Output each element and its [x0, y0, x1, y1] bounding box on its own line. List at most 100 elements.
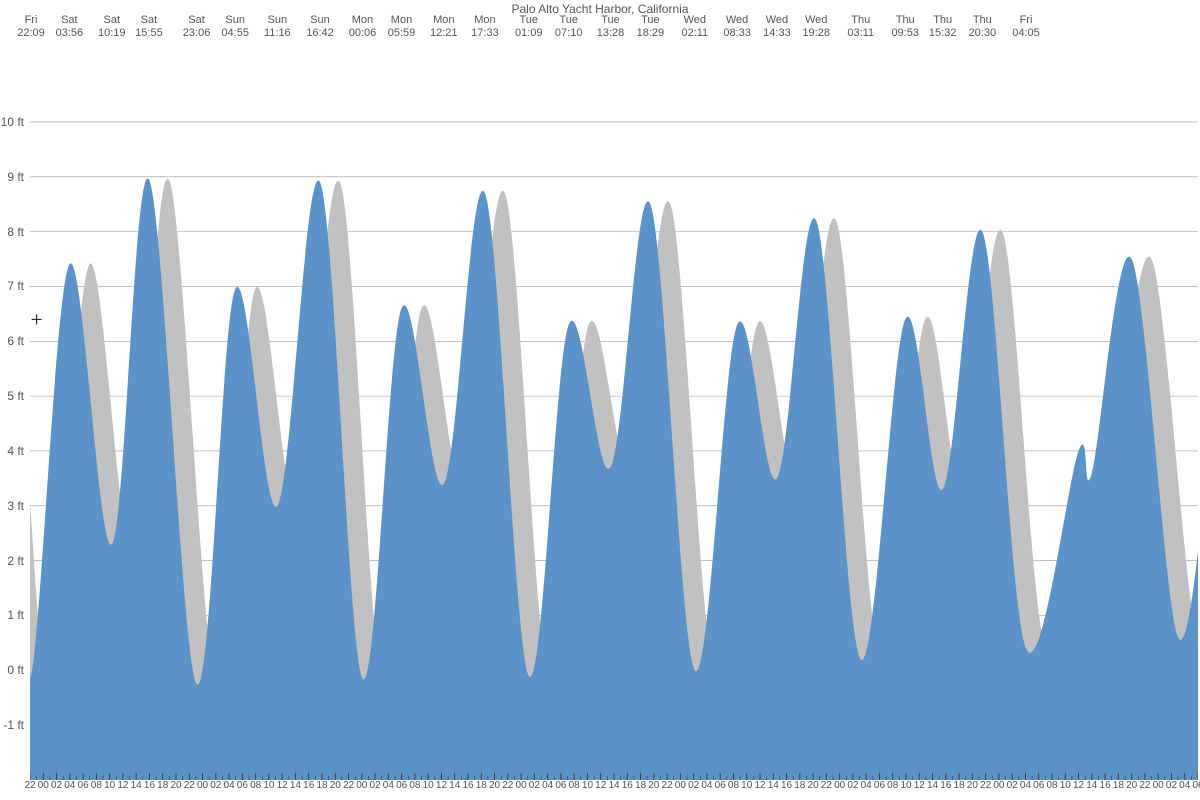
y-tick-label: 2 ft: [7, 554, 24, 568]
x-tick-label: 12: [914, 780, 925, 791]
x-tick-label: 18: [954, 780, 965, 791]
tide-event-label: Tue07:10: [555, 14, 583, 40]
x-tick-label: 18: [635, 780, 646, 791]
x-tick-label: 08: [728, 780, 739, 791]
tide-event-label: Tue13:28: [597, 14, 625, 40]
x-tick-label: 18: [476, 780, 487, 791]
x-tick-label: 14: [290, 780, 301, 791]
x-tick-label: 10: [1060, 780, 1071, 791]
x-tick-label: 04: [383, 780, 394, 791]
tide-event-label: Sat10:19: [98, 14, 126, 40]
x-tick-label: 00: [834, 780, 845, 791]
x-tick-label: 02: [370, 780, 381, 791]
x-tick-label: 18: [1113, 780, 1124, 791]
tide-event-label: Wed19:28: [802, 14, 830, 40]
x-tick-label: 00: [38, 780, 49, 791]
x-tick-label: 00: [675, 780, 686, 791]
x-tick-label: 14: [768, 780, 779, 791]
x-tick-label: 08: [569, 780, 580, 791]
x-tick-label: 18: [157, 780, 168, 791]
x-tick-label: 10: [423, 780, 434, 791]
tide-chart-svg: [30, 100, 1198, 780]
x-tick-label: 08: [887, 780, 898, 791]
tide-event-label: Wed14:33: [763, 14, 791, 40]
x-tick-label: 20: [330, 780, 341, 791]
tide-chart-plot: -1 ft0 ft1 ft2 ft3 ft4 ft5 ft6 ft7 ft8 f…: [30, 100, 1198, 780]
x-tick-label: 00: [993, 780, 1004, 791]
tide-event-label: Mon12:21: [430, 14, 458, 40]
x-tick-label: 12: [754, 780, 765, 791]
x-tick-label: 06: [874, 780, 885, 791]
tide-event-label: Sun16:42: [306, 14, 334, 40]
y-tick-label: 6 ft: [7, 334, 24, 348]
x-tick-label: 08: [1046, 780, 1057, 791]
tide-event-label: Sat03:56: [56, 14, 84, 40]
x-tick-label: 20: [967, 780, 978, 791]
tide-event-label: Thu03:11: [847, 14, 874, 40]
x-tick-label: 16: [940, 780, 951, 791]
tide-event-label: Thu20:30: [969, 14, 997, 40]
x-tick-label: 08: [409, 780, 420, 791]
x-tick-label: 22: [343, 780, 354, 791]
y-tick-label: 4 ft: [7, 444, 24, 458]
x-tick-label: 02: [1007, 780, 1018, 791]
x-tick-label: 08: [91, 780, 102, 791]
x-tick-label: 02: [688, 780, 699, 791]
x-tick-label: 02: [210, 780, 221, 791]
y-tick-label: 0 ft: [7, 663, 24, 677]
y-tick-label: 8 ft: [7, 225, 24, 239]
x-tick-label: 00: [1153, 780, 1164, 791]
x-tick-label: 12: [277, 780, 288, 791]
x-tick-label: 12: [1073, 780, 1084, 791]
tide-event-label: Mon00:06: [349, 14, 377, 40]
y-tick-label: 3 ft: [7, 499, 24, 513]
x-tick-label: 22: [821, 780, 832, 791]
tide-event-label: Thu09:53: [891, 14, 919, 40]
tide-event-label: Tue01:09: [515, 14, 543, 40]
x-tick-label: 02: [51, 780, 62, 791]
tide-event-label: Wed02:11: [681, 14, 708, 40]
y-tick-label: 10 ft: [1, 115, 24, 129]
x-tick-label: 04: [542, 780, 553, 791]
x-tick-label: 22: [502, 780, 513, 791]
x-tick-label: 14: [449, 780, 460, 791]
x-tick-label: 12: [436, 780, 447, 791]
x-tick-label: 04: [64, 780, 75, 791]
x-tick-label: 14: [131, 780, 142, 791]
y-tick-label: -1 ft: [3, 718, 24, 732]
x-tick-label: 22: [980, 780, 991, 791]
x-tick-label: 16: [781, 780, 792, 791]
x-tick-label: 14: [927, 780, 938, 791]
x-tick-label: 22: [184, 780, 195, 791]
x-tick-label: 14: [1086, 780, 1097, 791]
x-tick-label: 06: [1192, 780, 1200, 791]
x-tick-label: 04: [224, 780, 235, 791]
x-tick-label: 12: [595, 780, 606, 791]
x-tick-label: 00: [516, 780, 527, 791]
x-tick-label: 16: [622, 780, 633, 791]
x-tick-label: 00: [356, 780, 367, 791]
x-tick-label: 06: [1033, 780, 1044, 791]
tide-event-label: Fri22:09: [17, 14, 45, 40]
x-tick-label: 04: [1179, 780, 1190, 791]
x-tick-label: 18: [794, 780, 805, 791]
x-tick-label: 18: [316, 780, 327, 791]
x-tick-label: 02: [529, 780, 540, 791]
x-tick-label: 14: [608, 780, 619, 791]
x-tick-label: 02: [1166, 780, 1177, 791]
tide-event-label: Sun04:55: [221, 14, 249, 40]
x-tick-label: 08: [250, 780, 261, 791]
x-tick-label: 06: [237, 780, 248, 791]
x-tick-label: 06: [555, 780, 566, 791]
x-tick-label: 16: [144, 780, 155, 791]
x-tick-label: 20: [489, 780, 500, 791]
x-tick-label: 20: [1126, 780, 1137, 791]
x-tick-label: 22: [24, 780, 35, 791]
x-tick-label: 16: [1100, 780, 1111, 791]
x-tick-label: 20: [170, 780, 181, 791]
x-axis-labels: 2200020406081012141618202200020406081012…: [30, 780, 1198, 796]
tide-event-label: Sun11:16: [264, 14, 291, 40]
x-tick-label: 04: [1020, 780, 1031, 791]
x-tick-label: 04: [861, 780, 872, 791]
y-axis-labels: -1 ft0 ft1 ft2 ft3 ft4 ft5 ft6 ft7 ft8 f…: [0, 100, 30, 780]
